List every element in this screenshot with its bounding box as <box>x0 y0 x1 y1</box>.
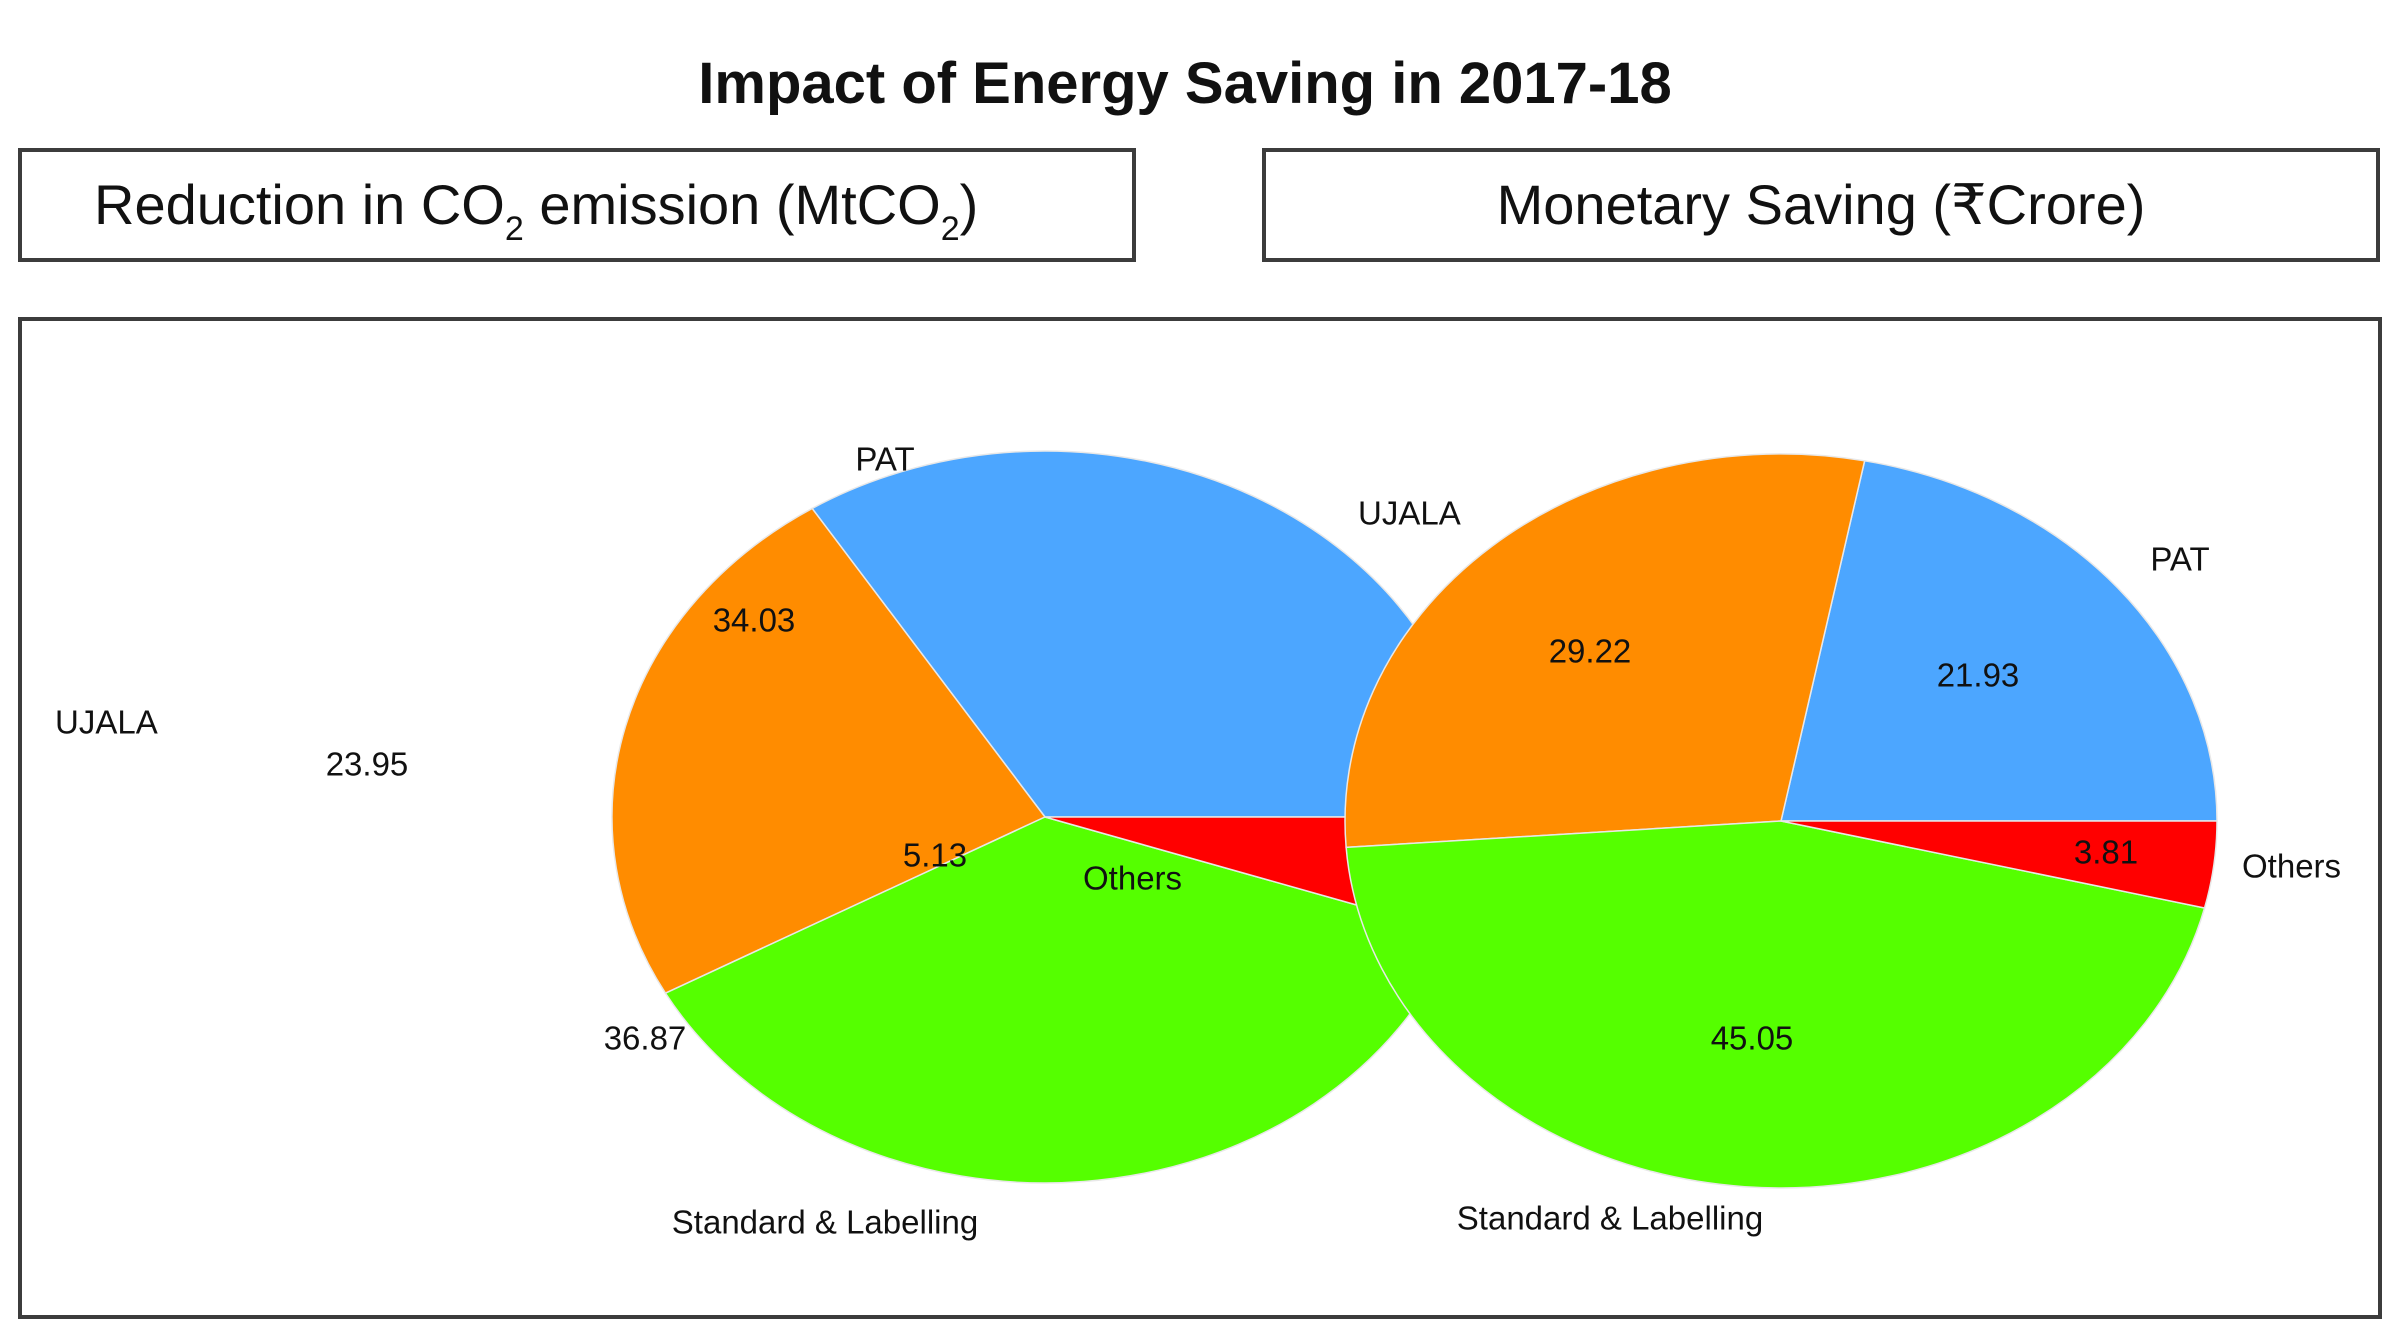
monetary-value-pat: 21.93 <box>1937 657 2020 694</box>
monetary-header-text: Monetary Saving (₹Crore) <box>1496 173 2146 236</box>
monetary-value-others: 3.81 <box>2074 834 2138 871</box>
monetary-pie-chart: PAT 21.93 UJALA 29.22 Standard & Labelling 45… <box>1344 453 2341 1237</box>
co2-chart-header: Reduction in CO2 emission (MtCO2) <box>18 148 1136 262</box>
co2-header-prefix: Reduction in CO <box>94 173 505 236</box>
charts-frame <box>18 317 2382 1319</box>
co2-header-middle: emission (MtCO <box>523 173 941 236</box>
co2-value-ujala: 23.95 <box>326 746 409 783</box>
monetary-label-pat: PAT <box>2150 541 2209 578</box>
monetary-pie-slice-standard-and-labelling <box>1345 820 2206 1189</box>
co2-value-standard-and-labelling: 36.87 <box>604 1020 687 1057</box>
monetary-label-ujala: UJALA <box>1358 495 1461 532</box>
monetary-pie-slice-others <box>1780 820 2218 909</box>
co2-value-others: 5.13 <box>903 837 967 874</box>
co2-label-others: Others <box>1083 860 1182 897</box>
monetary-pie-slice-ujala <box>1344 453 1866 849</box>
co2-header-subscript-2: 2 <box>940 210 960 248</box>
co2-pie-slice-standard-and-labelling <box>664 816 1457 1184</box>
co2-label-ujala: UJALA <box>55 704 158 741</box>
co2-label-pat: PAT <box>855 441 914 478</box>
page-title: Impact of Energy Saving in 2017-18 <box>698 51 1672 116</box>
co2-pie-chart: PAT 34.03 UJALA 23.95 Standard & Labelling 36… <box>55 441 1479 1241</box>
co2-header-subscript-1: 2 <box>504 210 524 248</box>
monetary-pie-slice-pat <box>1780 459 2218 822</box>
monetary-value-ujala: 29.22 <box>1549 633 1632 670</box>
monetary-chart-header: Monetary Saving (₹Crore) <box>1262 148 2380 262</box>
co2-label-standard-and-labelling: Standard & Labelling <box>672 1204 978 1241</box>
monetary-value-standard-and-labelling: 45.05 <box>1711 1020 1794 1057</box>
monetary-label-standard-and-labelling: Standard & Labelling <box>1457 1200 1763 1237</box>
co2-header-suffix: ) <box>959 173 979 236</box>
monetary-label-others: Others <box>2242 848 2341 885</box>
co2-pie-slice-ujala <box>611 507 1047 995</box>
co2-value-pat: 34.03 <box>713 602 796 639</box>
